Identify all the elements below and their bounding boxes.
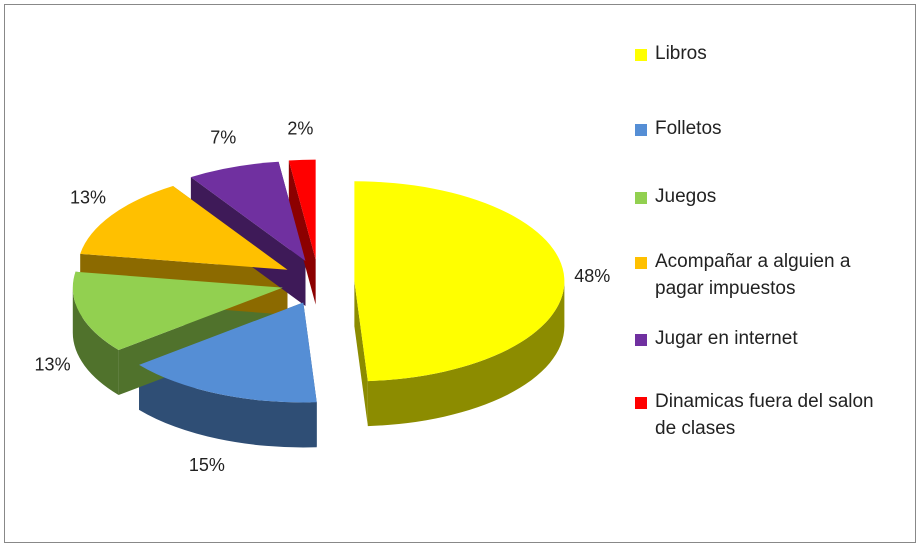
slice-wall: [288, 160, 316, 305]
slice-tops: [72, 159, 565, 403]
slice: [190, 161, 306, 261]
slice: [354, 181, 565, 382]
legend-item: Acompañar a alguien a pagar impuestos: [635, 248, 900, 302]
slice: [72, 271, 283, 351]
data-label: 15%: [189, 455, 225, 475]
legend-label: Jugar en internet: [655, 328, 798, 349]
legend-label: Folletos: [655, 118, 722, 139]
slice: [80, 185, 288, 270]
legend-swatch: [635, 49, 647, 61]
data-label: 48%: [574, 266, 610, 286]
data-label: 2%: [287, 119, 313, 139]
chart-border: [4, 4, 916, 543]
legend-item: Juegos: [635, 183, 900, 210]
legend-item: Dinamicas fuera del salon de clases: [635, 388, 900, 442]
data-labels: 48% 15% 13% 13% 7% 2%: [35, 119, 611, 475]
legend-swatch: [635, 397, 647, 409]
legend-label: Juegos: [655, 186, 717, 207]
data-label: 7%: [210, 128, 236, 148]
legend-label: Dinamicas fuera del salon de clases: [655, 391, 874, 439]
data-label: 13%: [70, 188, 106, 208]
slice-rim: [72, 287, 119, 396]
legend-item: Folletos: [635, 115, 900, 142]
legend-label: Libros: [655, 43, 707, 64]
legend-swatch: [635, 124, 647, 136]
legend-item: Libros: [635, 40, 900, 67]
slice-wall: [354, 281, 368, 427]
legend-swatch: [635, 334, 647, 346]
legend-swatch: [635, 257, 647, 269]
legend-swatch: [635, 192, 647, 204]
legend-label: Acompañar a alguien a pagar impuestos: [655, 251, 851, 299]
slice: [288, 159, 316, 260]
slice-rim: [367, 281, 565, 427]
legend-item: Jugar en internet: [635, 325, 900, 352]
slice-rim: [139, 364, 317, 448]
data-label: 13%: [35, 354, 71, 374]
slice: [139, 302, 317, 403]
